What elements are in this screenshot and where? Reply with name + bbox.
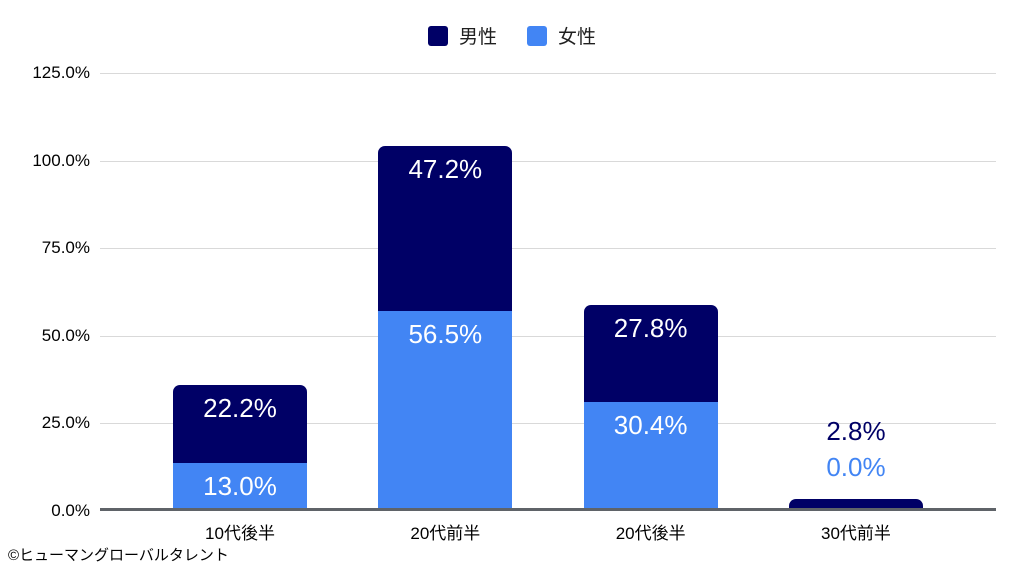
chart-legend: 男性 女性 xyxy=(0,22,1024,49)
legend-swatch-male-icon xyxy=(427,25,448,46)
gridline xyxy=(100,248,996,250)
x-axis-line xyxy=(100,508,996,511)
legend-swatch-female-icon xyxy=(527,25,547,46)
bar-value-label: 30.4% xyxy=(613,410,688,440)
y-tick-label: 0.0% xyxy=(51,501,90,520)
y-tick-label: 25.0% xyxy=(41,413,90,433)
bar-20代後半: 27.8% 30.4% xyxy=(583,305,718,509)
x-axis-labels: 10代後半 20代前半 20代後半 30代前半 xyxy=(173,519,923,544)
gridline xyxy=(100,160,996,162)
bar-segment-女性-20代前半: 56.5% xyxy=(378,311,513,509)
bar-value-label: 22.2% xyxy=(203,393,277,423)
y-tick-label: 75.0% xyxy=(41,238,90,258)
bar-segment-男性-10代後半: 22.2% xyxy=(173,385,307,463)
bar-10代後半: 22.2% 13.0% xyxy=(173,385,307,509)
above-bar-labels: 2.8% 0.0% xyxy=(789,413,923,485)
y-tick-label: 50.0% xyxy=(41,325,90,345)
y-tick-label: 100.0% xyxy=(32,150,90,170)
plot-area: 22.2% 13.0% 47.2% 56.5% 27.8% 30.4% 2.8% 0.0% xyxy=(100,73,996,511)
bars-container: 22.2% 13.0% 47.2% 56.5% 27.8% 30.4% 2.8% 0.0% xyxy=(173,73,923,509)
bar-segment-男性-20代前半: 47.2% xyxy=(378,146,513,311)
bar-30代前半: 2.8% 0.0% xyxy=(788,413,923,509)
bar-20代前半: 47.2% 56.5% xyxy=(378,146,513,509)
x-tick-label-20代後半: 20代後半 xyxy=(615,524,686,543)
bar-segment-男性-30代前半 xyxy=(788,499,923,509)
legend-label-male: 男性 xyxy=(458,27,497,48)
x-tick-label-30代前半: 30代前半 xyxy=(821,524,891,543)
bar-value-label: 2.8% xyxy=(826,416,886,446)
bar-segment-女性-20代後半: 30.4% xyxy=(583,402,718,509)
gridline xyxy=(100,335,996,337)
legend-label-female: 女性 xyxy=(558,27,597,48)
bar-value-label: 0.0% xyxy=(826,452,886,482)
bar-value-label: 27.8% xyxy=(613,313,688,343)
copyright-text: ©ヒューマングローバルタレント xyxy=(8,547,229,564)
y-tick-label: 125.0% xyxy=(32,63,90,82)
x-tick-label-20代前半: 20代前半 xyxy=(410,524,481,543)
bar-value-label: 13.0% xyxy=(203,471,277,501)
bar-value-label: 56.5% xyxy=(408,319,483,349)
gridline xyxy=(100,73,996,74)
gridline xyxy=(100,423,996,425)
legend-item-female: 女性 xyxy=(527,22,596,49)
y-axis-labels: 0.0% 25.0% 50.0% 75.0% 100.0% 125.0% xyxy=(0,63,90,520)
bar-segment-男性-20代後半: 27.8% xyxy=(583,305,718,402)
legend-item-male: 男性 xyxy=(427,22,497,49)
bar-segment-女性-10代後半: 13.0% xyxy=(173,463,307,509)
x-tick-label-10代後半: 10代後半 xyxy=(205,524,275,543)
bar-value-label: 47.2% xyxy=(408,154,483,184)
